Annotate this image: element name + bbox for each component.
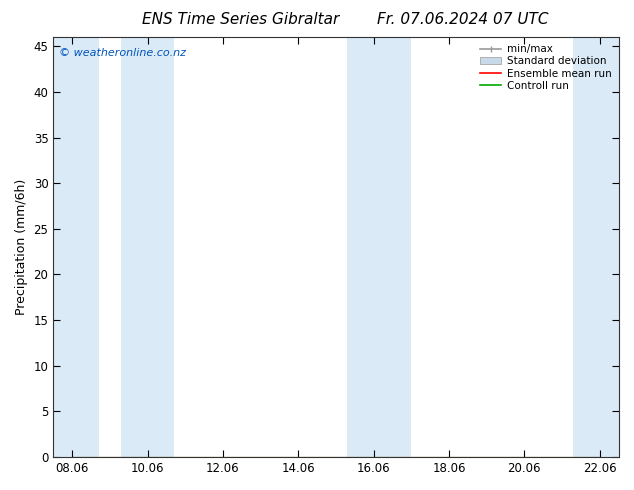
Bar [573, 37, 619, 457]
Text: ENS Time Series Gibraltar: ENS Time Series Gibraltar [142, 12, 340, 27]
Legend: min/max, Standard deviation, Ensemble mean run, Controll run: min/max, Standard deviation, Ensemble me… [479, 42, 613, 93]
Bar [121, 37, 174, 457]
Text: © weatheronline.co.nz: © weatheronline.co.nz [59, 48, 186, 57]
Bar [347, 37, 411, 457]
Y-axis label: Precipitation (mm/6h): Precipitation (mm/6h) [15, 179, 28, 315]
Text: Fr. 07.06.2024 07 UTC: Fr. 07.06.2024 07 UTC [377, 12, 548, 27]
Bar [53, 37, 98, 457]
